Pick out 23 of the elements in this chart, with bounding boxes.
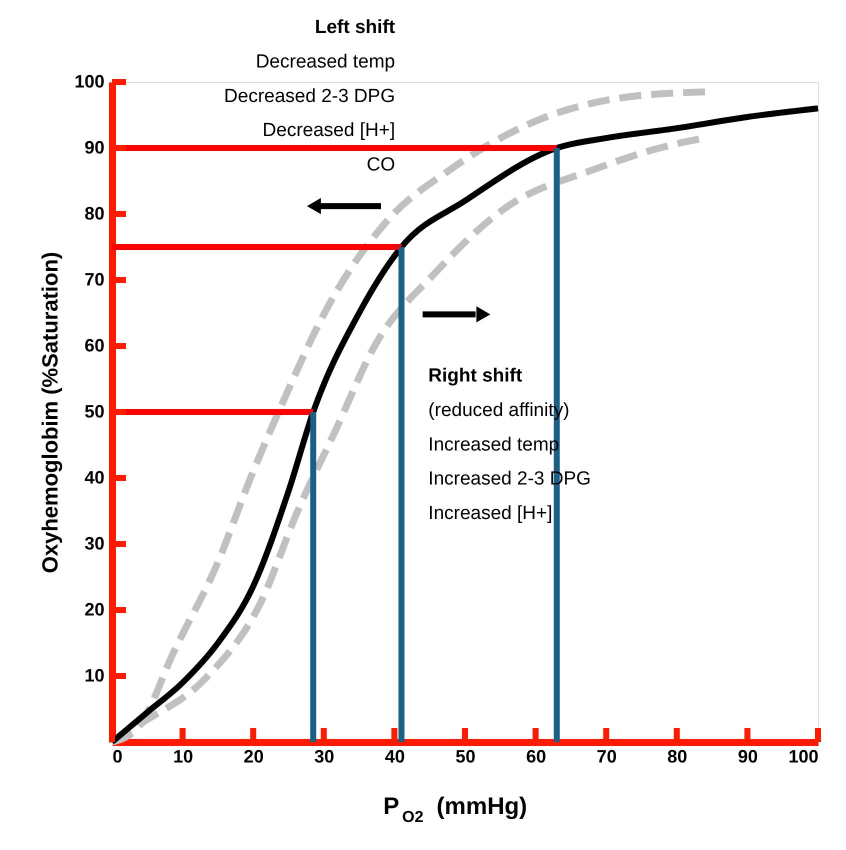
x-tick-label: 60 <box>526 746 546 766</box>
y-tick-label: 10 <box>84 666 104 686</box>
x-tick-label: 70 <box>596 746 617 766</box>
x-tick-label: 50 <box>455 746 476 766</box>
x-tick-label: 30 <box>314 746 334 766</box>
y-tick-label: 40 <box>84 468 104 488</box>
x-tick-label: 20 <box>244 746 264 766</box>
x-tick-label: 40 <box>384 746 405 766</box>
y-tick-label: 30 <box>84 534 104 554</box>
x-tick-label: 10 <box>173 746 194 766</box>
y-tick-label: 50 <box>84 402 104 422</box>
annotation: Left shift Decreased temp Decreased 2-3 DPG Decreased [H+] CO <box>224 17 396 176</box>
y-tick-label: 70 <box>84 270 104 290</box>
y-tick-label: 90 <box>84 138 104 158</box>
x-tick-label: 100 <box>788 746 818 766</box>
y-tick-label: 60 <box>84 336 104 356</box>
x-tick-label: 80 <box>667 746 688 766</box>
x-tick-label: 90 <box>738 746 758 766</box>
y-axis-title: Oxyhemoglobim (%Saturation) <box>37 252 62 574</box>
y-tick-label: 100 <box>74 72 104 92</box>
y-tick-label: 20 <box>84 600 104 620</box>
y-tick-label: 80 <box>84 204 104 224</box>
x-tick-label: 0 <box>112 746 123 766</box>
